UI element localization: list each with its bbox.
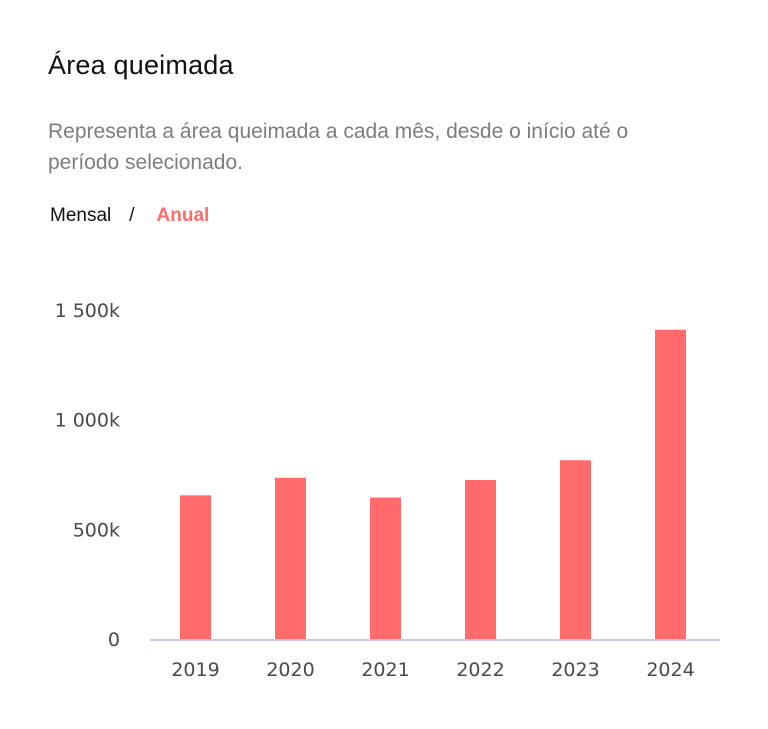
x-tick-label-2023: 2023: [551, 659, 599, 681]
toggle-separator: /: [129, 205, 135, 226]
chart-title: Área queimada: [48, 50, 234, 80]
x-tick-label-2024: 2024: [646, 659, 694, 681]
y-tick-label: 500k: [73, 519, 120, 541]
bar-2023[interactable]: [560, 460, 591, 639]
chart-description: Representa a área queimada a cada mês, d…: [48, 120, 629, 174]
y-tick-label: 1 000k: [55, 410, 120, 432]
y-tick-label: 0: [108, 629, 120, 651]
bar-2021[interactable]: [370, 497, 401, 639]
bar-2022[interactable]: [465, 479, 496, 639]
x-tick-label-2022: 2022: [456, 659, 504, 681]
bar-2019[interactable]: [180, 495, 211, 639]
toggle-monthly[interactable]: Mensal: [50, 205, 112, 226]
bar-2020[interactable]: [275, 477, 306, 639]
x-tick-label-2019: 2019: [171, 659, 219, 681]
y-tick-label: 1 500k: [55, 300, 120, 322]
toggle-annual[interactable]: Anual: [156, 205, 210, 226]
period-toggle: Mensal / Anual: [50, 205, 209, 227]
bar-2024[interactable]: [655, 329, 686, 639]
x-tick-label-2021: 2021: [361, 659, 409, 681]
x-tick-label-2020: 2020: [266, 659, 314, 681]
bar-chart: 0 500k 1 000k 1 500k 2019 2020 2021 2022 2023 202…: [55, 300, 720, 681]
